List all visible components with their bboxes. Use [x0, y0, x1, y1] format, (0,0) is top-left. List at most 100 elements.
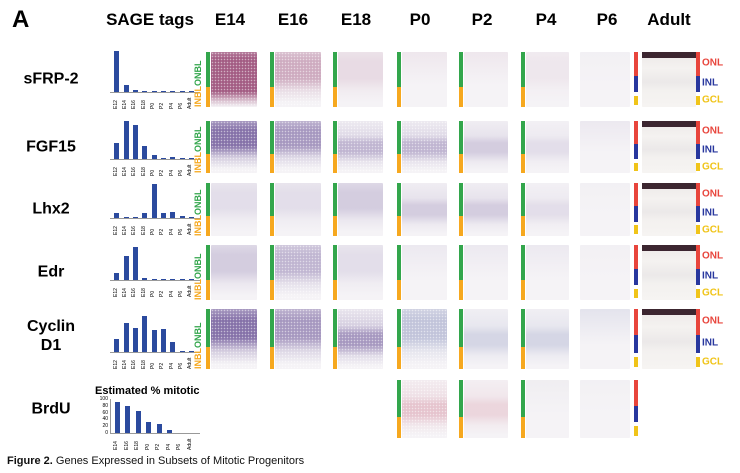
layer-bar-p2 — [459, 52, 463, 107]
chart-tick-p4: P4 — [168, 102, 175, 109]
section-image-fgf15-p0 — [402, 121, 447, 173]
onl-label: ONL — [702, 57, 724, 69]
section-image-edr-p2 — [464, 245, 508, 300]
chart-bar-adult — [188, 217, 194, 218]
layer-bar-p4 — [521, 245, 525, 300]
layer-bar-e16 — [270, 309, 274, 369]
onbl-bar-segment — [206, 309, 210, 347]
chart-tick-e16: E16 — [131, 100, 138, 109]
inbl-bar-segment — [333, 346, 337, 369]
onbl-bar-segment — [333, 52, 337, 87]
onbl-bar-segment — [333, 183, 337, 217]
onbl-bar-segment — [206, 121, 210, 154]
inbl-label: INBL — [193, 279, 203, 300]
figure-caption-text: Genes Expressed in Subsets of Mitotic Pr… — [52, 455, 305, 467]
onl-bar-segment — [634, 183, 638, 207]
chart-bar-p4 — [170, 279, 176, 280]
layer-bar-p4 — [521, 121, 525, 173]
chart-tick-e12: E12 — [112, 360, 119, 369]
section-image-edr-p6 — [580, 245, 630, 300]
sage-chart-fgf15: E12 E14 E16 E18 P0 P2 P4 P6 Adult — [110, 121, 200, 176]
chart-tick-p2: P2 — [159, 169, 166, 176]
x-axis-line — [110, 433, 200, 434]
onbl-bar-segment — [459, 121, 463, 154]
layer-bar-p4 — [521, 52, 525, 107]
chart-tick-p6: P6 — [178, 290, 184, 297]
chart-bar-p6 — [179, 279, 185, 280]
section-image-fgf15-e14 — [211, 121, 257, 173]
inbl-bar-segment — [206, 153, 210, 173]
layer-labels-onbl-inbl: INBLONBL — [193, 309, 204, 370]
gene-label-sfrp-2: sFRP-2 — [23, 70, 79, 88]
inl-bar-segment — [634, 76, 638, 93]
layer-bar-p0 — [397, 245, 401, 300]
inbl-bar-segment — [459, 416, 463, 438]
chart-bar-p0 — [151, 330, 157, 352]
inbl-bar-segment — [397, 153, 401, 173]
layer-bar-p2 — [459, 309, 463, 369]
chart-bar-p2 — [160, 213, 166, 218]
section-image-sfrp-2-e18 — [338, 52, 383, 107]
section-image-cyclin-d1-e18 — [338, 309, 383, 369]
gcl-bar-segment — [696, 96, 700, 106]
inbl-bar-segment — [206, 86, 210, 107]
onbl-bar-segment — [206, 183, 210, 217]
section-image-lhx2-p2 — [464, 183, 508, 236]
chart-bar-p0 — [151, 91, 157, 92]
onbl-bar-segment — [333, 121, 337, 154]
section-image-sfrp-2-p4 — [526, 52, 569, 107]
section-image-lhx2-p4 — [526, 183, 569, 236]
figure-caption-number: Figure 2. — [7, 455, 53, 467]
inbl-bar-segment — [397, 416, 401, 438]
onl-label: ONL — [702, 250, 724, 262]
chart-tick-p2: P2 — [159, 290, 166, 297]
onbl-bar-segment — [333, 309, 337, 347]
column-header-p4: P4 — [535, 10, 557, 29]
layer-bar-p2 — [459, 183, 463, 236]
layer-bar-p2 — [459, 380, 463, 438]
section-image-cyclin-d1-e16 — [275, 309, 321, 369]
onl-bar-segment — [696, 183, 700, 207]
chart-tick-e14: E14 — [122, 226, 128, 235]
inbl-label: INBL — [193, 152, 203, 173]
chart-bar-e12 — [114, 143, 120, 159]
chart-bar-p6 — [179, 158, 185, 159]
chart-bar-p0 — [151, 184, 157, 218]
inbl-bar-segment — [459, 153, 463, 173]
section-image-cyclin-d1-p4 — [526, 309, 569, 369]
inbl-bar-segment — [459, 279, 463, 300]
inl-label: INL — [702, 77, 719, 89]
chart-tick-e14: E14 — [122, 167, 128, 176]
chart-bar-p4 — [170, 157, 176, 159]
chart-bar-e18 — [142, 146, 148, 159]
chart-bar-e16 — [132, 125, 138, 159]
section-image-edr-adult — [642, 245, 696, 300]
layer-labels-onbl-inbl: INBLONBL — [193, 183, 204, 237]
layer-bar-p0 — [397, 121, 401, 173]
brdu-chart-title: Estimated % mitotic — [95, 385, 200, 397]
section-image-fgf15-p6 — [580, 121, 630, 173]
onl-label: ONL — [702, 188, 724, 200]
chart-tick-e16: E16 — [131, 360, 138, 369]
layer-bar-e14 — [206, 52, 210, 107]
inbl-bar-segment — [459, 346, 463, 369]
layer-bar-p0 — [397, 309, 401, 369]
onbl-bar-segment — [397, 183, 401, 217]
chart-bar-e18 — [142, 278, 148, 280]
gene-label-fgf15: FGF15 — [26, 138, 76, 156]
gcl-label: GCL — [702, 94, 724, 106]
chart-bar-e16 — [132, 90, 138, 92]
inbl-label: INBL — [193, 348, 203, 369]
chart-tick-e16: E16 — [131, 288, 138, 297]
layer-bar-e14 — [206, 121, 210, 173]
onbl-bar-segment — [521, 380, 525, 417]
chart-tick-e14: E14 — [122, 100, 128, 109]
column-header-p6: P6 — [596, 10, 618, 29]
adult-pigment-band — [642, 121, 696, 127]
section-image-edr-e16 — [275, 245, 321, 300]
chart-bar-e16 — [132, 328, 138, 352]
section-image-cyclin-d1-adult — [642, 309, 696, 369]
x-axis-line — [110, 352, 200, 353]
chart-bar-e18 — [135, 411, 141, 433]
y-axis-tick-60: 60 — [102, 409, 108, 416]
